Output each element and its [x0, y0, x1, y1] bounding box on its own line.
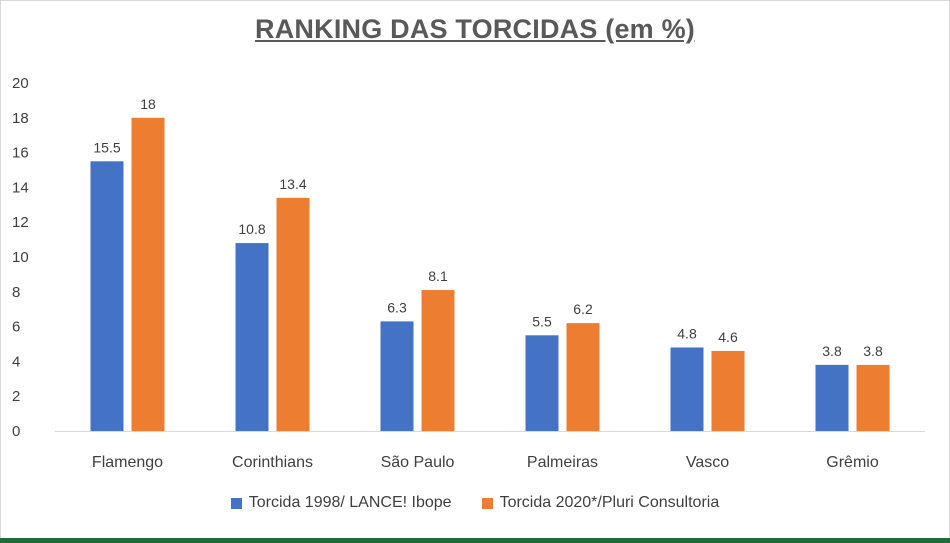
bar-series-1 [815, 364, 849, 431]
bar-series-2 [856, 364, 890, 431]
y-tick-label: 10 [12, 249, 29, 266]
data-label: 4.8 [677, 325, 697, 341]
y-tick-label: 20 [12, 75, 29, 92]
data-label: 6.3 [387, 299, 407, 315]
y-tick-label: 4 [12, 353, 20, 370]
data-label: 3.8 [822, 343, 842, 359]
bar-series-2 [566, 323, 600, 431]
data-label: 13.4 [279, 176, 306, 192]
data-label: 3.8 [863, 343, 883, 359]
x-category-label: Grêmio [826, 454, 879, 471]
y-tick-label: 14 [12, 179, 29, 196]
data-label: 8.1 [428, 268, 448, 284]
x-category-label: Corinthians [232, 454, 313, 471]
y-tick-label: 0 [12, 423, 20, 440]
legend-label-series-2: Torcida 2020*/Pluri Consultoria [499, 494, 720, 511]
chart-title: RANKING DAS TORCIDAS (em %) [255, 14, 695, 44]
bar-series-2 [421, 290, 455, 431]
data-label: 5.5 [532, 313, 552, 329]
legend-item-series-2: Torcida 2020*/Pluri Consultoria [481, 494, 720, 512]
bar-series-1 [670, 347, 704, 431]
y-tick-label: 16 [12, 145, 29, 162]
y-tick-label: 2 [12, 388, 20, 405]
legend-item-series-1: Torcida 1998/ LANCE! Ibope [230, 494, 452, 512]
bar-series-2 [711, 350, 745, 431]
y-tick-label: 6 [12, 319, 20, 336]
y-tick-label: 12 [12, 214, 29, 231]
legend-swatch-series-1 [230, 497, 242, 509]
bottom-bar [0, 538, 950, 543]
x-category-label: Flamengo [92, 454, 163, 471]
bar-series-2 [276, 197, 310, 431]
bar-series-1 [235, 243, 269, 431]
y-tick-label: 8 [12, 284, 20, 301]
data-label: 18 [140, 96, 156, 112]
y-tick-label: 18 [12, 110, 29, 127]
data-label: 6.2 [573, 301, 593, 317]
legend: Torcida 1998/ LANCE! Ibope Torcida 2020*… [0, 494, 950, 512]
bar-series-1 [380, 321, 414, 431]
legend-swatch-series-2 [481, 497, 493, 509]
bar-series-1 [525, 335, 559, 431]
x-category-label: Vasco [686, 454, 729, 471]
data-label: 4.6 [718, 329, 738, 345]
data-label: 10.8 [238, 221, 265, 237]
bar-series-2 [131, 117, 165, 432]
bar-series-1 [90, 161, 124, 432]
legend-label-series-1: Torcida 1998/ LANCE! Ibope [248, 494, 452, 511]
x-category-label: São Paulo [381, 454, 455, 471]
data-label: 15.5 [93, 139, 120, 155]
x-category-label: Palmeiras [527, 454, 598, 471]
